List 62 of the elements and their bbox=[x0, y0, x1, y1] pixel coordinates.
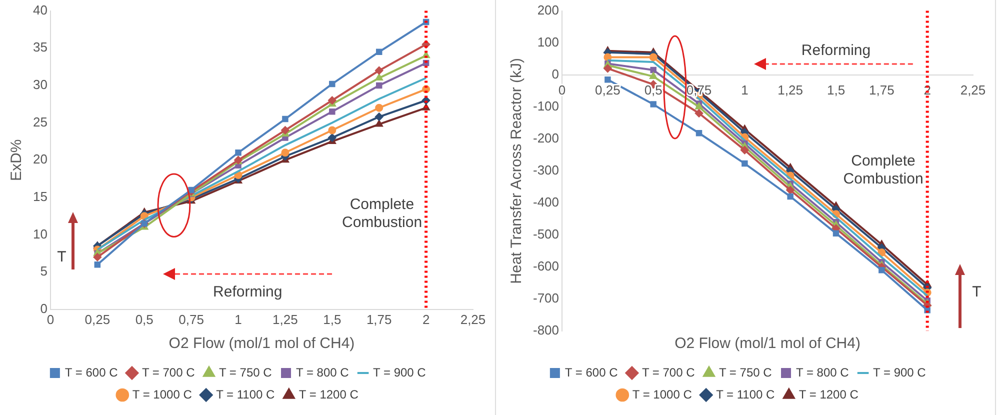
ref-line-label: Complete Combustion bbox=[843, 152, 924, 188]
y-tick-label: -600 bbox=[532, 258, 560, 274]
y-tick-label: -200 bbox=[532, 130, 560, 146]
x-tick-label: 1,75 bbox=[869, 82, 894, 98]
x-tick-label: 0,75 bbox=[178, 312, 204, 327]
x-tick-label: 2,25 bbox=[460, 312, 486, 327]
x-tick-label: 2 bbox=[422, 312, 430, 327]
x-tick-label: 1 bbox=[234, 312, 242, 327]
x-tick-label: 1 bbox=[741, 82, 748, 98]
legend-label: T = 800 C bbox=[296, 365, 350, 380]
legend-label: T = 700 C bbox=[142, 365, 196, 380]
x-tick-label: 1,25 bbox=[778, 82, 803, 98]
legend-label: T = 900 C bbox=[373, 365, 426, 380]
y-tick-label: 35 bbox=[32, 40, 48, 55]
legend-label: T = 1100 C bbox=[716, 387, 776, 402]
y-tick-label: 20 bbox=[32, 152, 48, 167]
y-axis-title: ExD% bbox=[8, 139, 26, 181]
y-tick-label: 100 bbox=[537, 34, 560, 50]
y-tick-label: 15 bbox=[32, 189, 48, 204]
annotation: T bbox=[57, 248, 66, 266]
y-tick-label: -800 bbox=[532, 322, 560, 338]
x-tick-label: 2,25 bbox=[960, 82, 986, 98]
x-axis-title: O2 Flow (mol/1 mol of CH4) bbox=[674, 335, 860, 352]
y-axis-title: Heat Transfer Across Reactor (kJ) bbox=[508, 58, 526, 284]
x-tick-label: 0,25 bbox=[595, 82, 620, 98]
y-tick-label: -500 bbox=[532, 226, 560, 242]
legend-label: T = 1100 C bbox=[216, 387, 276, 402]
legend-label: T = 700 C bbox=[642, 365, 696, 380]
y-tick-label: 0 bbox=[552, 66, 560, 82]
legend-label: T = 600 C bbox=[64, 365, 118, 380]
legend-label: T = 750 C bbox=[218, 365, 272, 380]
x-axis-title: O2 Flow (mol/1 mol of CH4) bbox=[168, 335, 355, 352]
y-tick-label: 10 bbox=[32, 226, 48, 242]
legend-label: T = 600 C bbox=[564, 365, 618, 380]
legend-label: T = 1200 C bbox=[298, 387, 359, 402]
y-tick-label: 0 bbox=[40, 300, 48, 316]
y-tick-label: -400 bbox=[532, 194, 560, 210]
x-tick-label: 1,75 bbox=[366, 312, 392, 327]
x-tick-label: 0,5 bbox=[644, 82, 662, 98]
x-tick-label: 1,25 bbox=[272, 312, 298, 327]
ref-line-label: Complete Combustion bbox=[342, 196, 422, 232]
y-tick-label: 25 bbox=[32, 114, 48, 130]
y-tick-label: 200 bbox=[537, 2, 560, 18]
legend-label: T = 750 C bbox=[718, 365, 772, 380]
y-tick-label: 40 bbox=[32, 2, 48, 18]
x-tick-label: 1,5 bbox=[826, 82, 846, 98]
x-tick-label: 0,5 bbox=[135, 312, 154, 327]
x-tick-label: 0,25 bbox=[84, 312, 110, 327]
y-tick-label: -300 bbox=[532, 162, 560, 178]
legend-label: T = 800 C bbox=[796, 365, 850, 380]
legend-label: T = 1200 C bbox=[798, 387, 859, 402]
x-tick-label: 1,5 bbox=[323, 312, 342, 327]
annotation: Reforming bbox=[213, 283, 282, 300]
legend-label: T = 1000 C bbox=[132, 387, 192, 402]
legend-label: T = 900 C bbox=[873, 365, 926, 380]
y-tick-label: 30 bbox=[32, 77, 48, 92]
y-tick-label: -100 bbox=[532, 98, 560, 114]
y-tick-label: -700 bbox=[532, 290, 560, 306]
annotation: Reforming bbox=[801, 42, 871, 59]
annotation: T bbox=[972, 284, 982, 301]
y-tick-label: 5 bbox=[40, 264, 48, 279]
legend-label: T = 1000 C bbox=[632, 387, 692, 402]
